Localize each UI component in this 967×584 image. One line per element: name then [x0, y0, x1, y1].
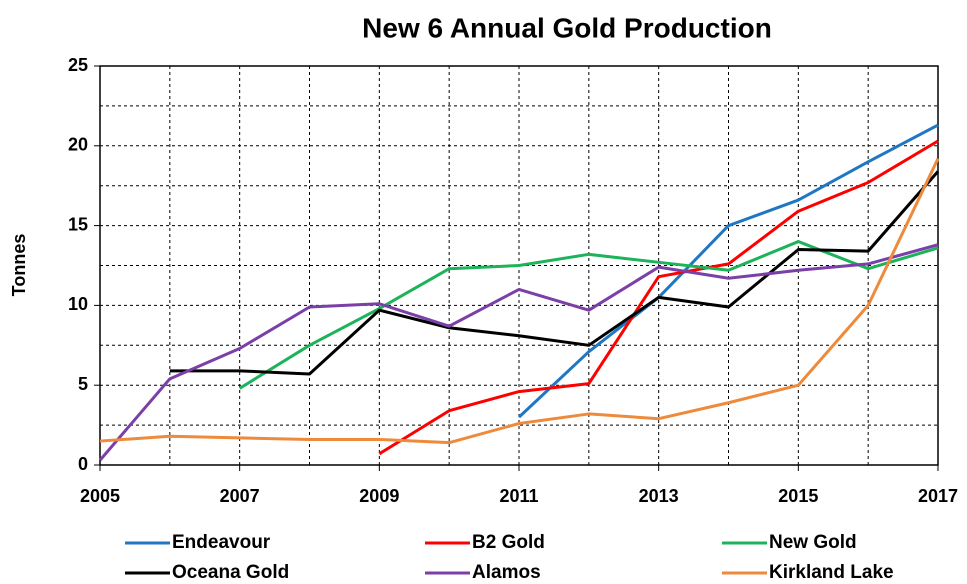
legend-label: Alamos: [472, 562, 541, 583]
plot-frame: [99, 65, 939, 466]
series-line: [169, 170, 940, 376]
x-tick-label: 2013: [639, 486, 679, 506]
x-tick-label: 2005: [80, 486, 120, 506]
x-tick-label: 2007: [220, 486, 260, 506]
y-tick-label: 20: [68, 135, 88, 155]
chart-title: New 6 Annual Gold Production: [362, 12, 772, 43]
legend-label: Kirkland Lake: [769, 562, 894, 583]
series-line: [378, 139, 939, 456]
y-tick-label: 10: [68, 294, 88, 314]
legend-label: Oceana Gold: [172, 562, 289, 583]
x-tick-label: 2011: [499, 486, 538, 506]
y-axis-label: Tonnes: [9, 234, 29, 297]
y-tick-label: 15: [68, 214, 88, 234]
x-tick-label: 2015: [778, 486, 818, 506]
series-line: [517, 123, 939, 419]
series-line: [99, 157, 940, 445]
legend-label: Endeavour: [172, 532, 271, 553]
legend-label: B2 Gold: [472, 532, 545, 553]
y-tick-label: 0: [78, 454, 88, 474]
y-tick-label: 5: [78, 374, 88, 394]
series-line: [98, 243, 939, 462]
x-tick-label: 2017: [918, 486, 958, 506]
y-tick-label: 25: [68, 55, 88, 75]
x-tick-label: 2009: [359, 486, 399, 506]
legend-label: New Gold: [769, 532, 857, 553]
